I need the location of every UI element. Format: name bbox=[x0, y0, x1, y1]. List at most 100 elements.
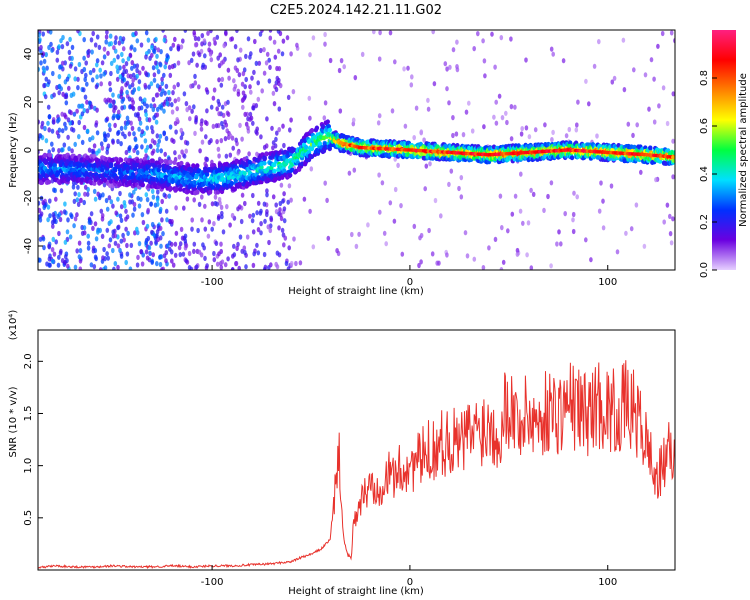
heatmap-ridge-cell bbox=[191, 163, 196, 169]
heatmap-speckle bbox=[77, 61, 82, 68]
heatmap-speckle bbox=[214, 123, 219, 129]
heatmap-speckle bbox=[155, 147, 160, 153]
heatmap-speckle bbox=[112, 57, 117, 63]
heatmap-speckle bbox=[73, 216, 78, 222]
heatmap-ridge-cell bbox=[648, 145, 653, 151]
heatmap-speckle bbox=[665, 120, 670, 127]
heatmap-speckle bbox=[247, 151, 251, 157]
heatmap-speckle bbox=[252, 251, 256, 257]
heatmap-speckle bbox=[65, 258, 69, 264]
heatmap-speckle bbox=[263, 264, 268, 270]
heatmap-speckle bbox=[399, 203, 403, 209]
heatmap-x-axis-label: Height of straight line (km) bbox=[288, 286, 424, 297]
heatmap-speckle bbox=[215, 34, 220, 40]
heatmap-speckle bbox=[158, 261, 163, 268]
heatmap-speckle bbox=[226, 111, 231, 117]
heatmap-speckle bbox=[269, 217, 274, 223]
heatmap-ridge-cell bbox=[118, 157, 124, 163]
heatmap-speckle bbox=[149, 201, 153, 207]
heatmap-speckle bbox=[95, 62, 99, 68]
heatmap-speckle bbox=[58, 216, 63, 223]
heatmap-speckle bbox=[103, 265, 108, 270]
heatmap-speckle bbox=[284, 260, 289, 267]
heatmap-speckle bbox=[151, 194, 156, 200]
heatmap-speckle bbox=[42, 204, 46, 211]
heatmap-speckle bbox=[131, 89, 135, 95]
heatmap-speckle bbox=[139, 249, 143, 255]
heatmap-ridge-cell bbox=[168, 186, 173, 192]
heatmap-speckle bbox=[100, 145, 105, 151]
heatmap-speckle bbox=[265, 51, 270, 57]
heatmap-speckle bbox=[179, 226, 184, 232]
heatmap-speckle bbox=[105, 149, 109, 155]
heatmap-speckle bbox=[643, 72, 648, 78]
heatmap-speckle bbox=[51, 212, 56, 218]
heatmap-speckle bbox=[323, 31, 327, 38]
heatmap-speckle bbox=[219, 241, 223, 247]
heatmap-speckle bbox=[75, 197, 80, 203]
heatmap-speckle bbox=[84, 60, 88, 66]
heatmap-speckle bbox=[169, 46, 173, 52]
heatmap-speckle bbox=[660, 30, 665, 37]
heatmap-speckle bbox=[187, 250, 192, 257]
heatmap-speckle bbox=[248, 54, 252, 60]
heatmap-speckle bbox=[248, 213, 252, 219]
heatmap-speckle bbox=[419, 129, 424, 135]
heatmap-speckle bbox=[671, 216, 675, 222]
heatmap-speckle bbox=[147, 84, 151, 90]
heatmap-speckle bbox=[135, 73, 139, 79]
heatmap-speckle bbox=[482, 58, 487, 64]
heatmap-speckle bbox=[467, 100, 471, 106]
heatmap-speckle bbox=[95, 74, 99, 80]
heatmap-speckle bbox=[652, 76, 656, 82]
heatmap-speckle bbox=[236, 91, 241, 97]
heatmap-speckle bbox=[457, 185, 461, 192]
heatmap-speckle bbox=[94, 122, 98, 128]
heatmap-speckle bbox=[193, 80, 198, 86]
heatmap-speckle bbox=[125, 251, 130, 257]
heatmap-speckle bbox=[138, 120, 143, 126]
heatmap-speckle bbox=[137, 70, 142, 76]
heatmap-speckle bbox=[124, 259, 128, 266]
heatmap-speckle bbox=[132, 189, 136, 195]
heatmap-speckle bbox=[131, 212, 135, 218]
heatmap-ridge-cell bbox=[47, 152, 53, 158]
heatmap-speckle bbox=[108, 33, 113, 39]
heatmap-speckle bbox=[140, 129, 145, 135]
heatmap-speckle bbox=[128, 52, 133, 58]
heatmap-ridge-cell bbox=[204, 172, 210, 177]
heatmap-speckle bbox=[57, 44, 61, 50]
heatmap-speckle bbox=[125, 80, 130, 86]
heatmap-speckle bbox=[165, 101, 170, 107]
heatmap-speckle bbox=[129, 44, 134, 50]
heatmap-speckle bbox=[584, 237, 588, 243]
heatmap-speckle bbox=[217, 251, 221, 257]
heatmap-speckle bbox=[77, 254, 82, 260]
heatmap-speckle bbox=[352, 167, 357, 173]
heatmap-speckle bbox=[254, 60, 259, 66]
heatmap-speckle bbox=[498, 193, 503, 199]
heatmap-speckle bbox=[240, 136, 244, 142]
heatmap-speckle bbox=[133, 230, 137, 236]
heatmap-speckle bbox=[292, 236, 296, 242]
heatmap-speckle bbox=[182, 91, 187, 97]
heatmap-ridge-cell bbox=[207, 189, 213, 195]
heatmap-speckle bbox=[155, 53, 159, 59]
heatmap-speckle bbox=[175, 106, 179, 112]
heatmap-speckle bbox=[396, 162, 400, 168]
heatmap-speckle bbox=[99, 141, 104, 147]
heatmap-speckle bbox=[280, 51, 285, 57]
heatmap-speckle bbox=[121, 46, 126, 52]
colorbar-ticks: 0.0 0.2 0.4 0.6 0.8 bbox=[699, 70, 717, 278]
heatmap-speckle bbox=[233, 65, 238, 71]
heatmap-speckle bbox=[338, 108, 343, 114]
heatmap-speckle bbox=[42, 58, 47, 64]
heatmap-speckle bbox=[430, 251, 435, 257]
heatmap-speckle bbox=[168, 124, 173, 130]
heatmap-speckle bbox=[423, 186, 428, 192]
heatmap-speckle bbox=[128, 266, 133, 270]
heatmap-speckle bbox=[152, 77, 157, 83]
heatmap-speckle bbox=[89, 37, 94, 43]
heatmap-speckle bbox=[203, 255, 207, 261]
heatmap-speckle bbox=[412, 223, 417, 229]
